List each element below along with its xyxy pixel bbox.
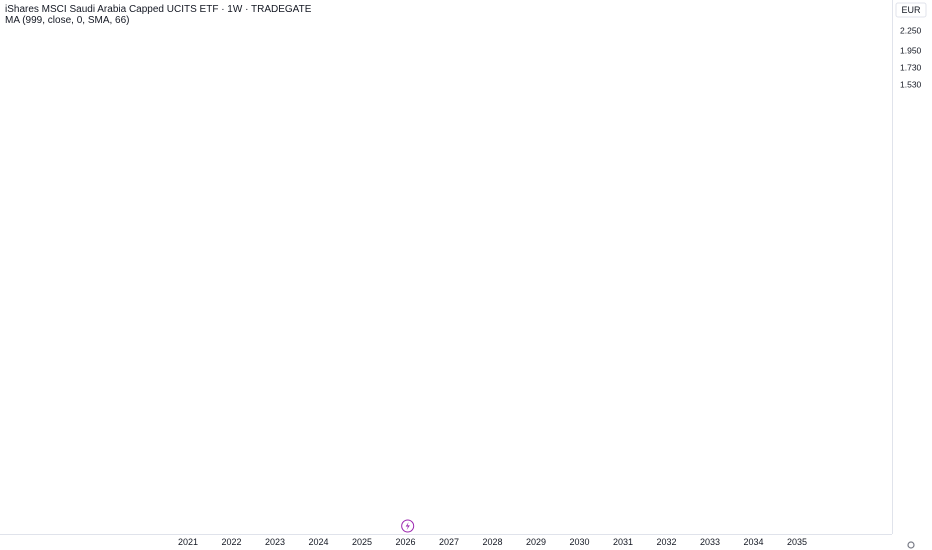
time-tick-label: 2034 xyxy=(743,537,763,547)
time-tick-label: 2035 xyxy=(787,537,807,547)
gear-icon[interactable] xyxy=(907,541,915,549)
time-tick-label: 2022 xyxy=(221,537,241,547)
gear-ring xyxy=(907,541,915,549)
price-tick-label: 1.950 xyxy=(900,46,922,56)
time-tick-label: 2025 xyxy=(352,537,372,547)
time-tick-label: 2027 xyxy=(439,537,459,547)
time-tick-label: 2026 xyxy=(395,537,415,547)
time-tick-label: 2021 xyxy=(178,537,198,547)
indicator-legend[interactable]: MA (999, close, 0, SMA, 66) xyxy=(5,15,130,26)
time-tick-label: 2030 xyxy=(569,537,589,547)
currency-text: EUR xyxy=(901,5,921,15)
time-tick-label: 2023 xyxy=(265,537,285,547)
time-axis-ticks: 2021 2022 2023 2024 2025 2026 2027 2028 2029 2030… xyxy=(178,537,807,547)
time-tick-label: 2033 xyxy=(700,537,720,547)
time-tick-label: 2029 xyxy=(526,537,546,547)
time-tick-label: 2024 xyxy=(308,537,328,547)
price-axis-ticks: 2.250 1.950 1.730 1.530 xyxy=(900,26,922,90)
currency-box xyxy=(895,2,927,18)
chart-title: iShares MSCI Saudi Arabia Capped UCITS E… xyxy=(5,4,312,15)
currency-label[interactable]: EUR xyxy=(895,2,927,18)
time-tick-label: 2028 xyxy=(482,537,502,547)
time-tick-label: 2031 xyxy=(613,537,633,547)
price-tick-label: 2.250 xyxy=(900,26,922,36)
time-tick-label: 2032 xyxy=(656,537,676,547)
lightning-bolt-icon[interactable] xyxy=(401,519,415,533)
price-tick-label: 1.530 xyxy=(900,80,922,90)
bolt-shape xyxy=(405,522,410,530)
price-tick-label: 1.730 xyxy=(900,62,922,72)
